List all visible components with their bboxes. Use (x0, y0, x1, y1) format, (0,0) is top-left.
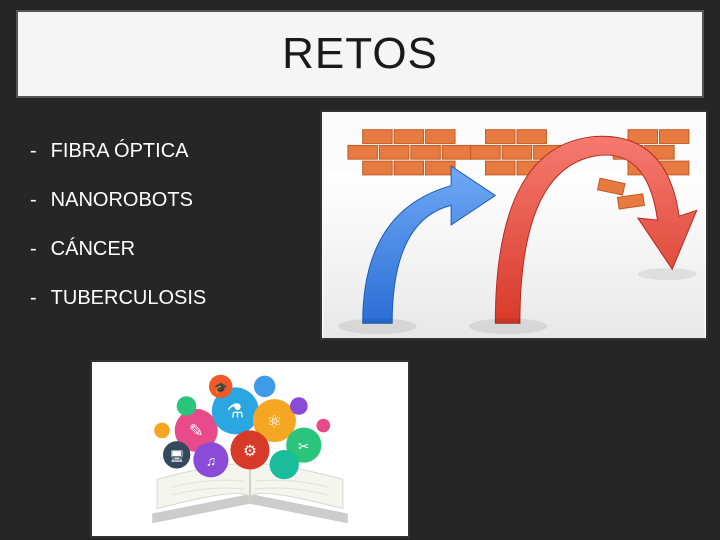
open-book-icon (152, 464, 348, 523)
list-item: - CÁNCER (30, 238, 310, 261)
list-item: - NANOROBOTS (30, 189, 310, 212)
book-svg: ✎ ⚗ ⚛ ✂ ♫ ⚙ 🖥 🎓 (92, 362, 408, 536)
svg-text:🖥: 🖥 (169, 450, 184, 463)
svg-text:🎓: 🎓 (214, 382, 227, 394)
bullet-list: - FIBRA ÓPTICA - NANOROBOTS - CÁNCER - T… (30, 140, 310, 336)
bullet-marker: - (30, 238, 37, 261)
svg-text:⚙: ⚙ (243, 443, 257, 460)
bullet-marker: - (30, 189, 37, 212)
slide-title: RETOS (282, 29, 438, 79)
svg-text:⚗: ⚗ (227, 401, 245, 423)
bullet-label: FIBRA ÓPTICA (51, 140, 189, 163)
image-arrows-wall (320, 110, 708, 340)
title-box: RETOS (16, 10, 704, 98)
bullet-label: CÁNCER (51, 238, 135, 261)
list-item: - FIBRA ÓPTICA (30, 140, 310, 163)
arrows-svg (322, 112, 706, 338)
svg-text:✂: ✂ (298, 439, 309, 454)
svg-text:✎: ✎ (189, 420, 204, 440)
bullet-marker: - (30, 287, 37, 310)
image-book-icons: ✎ ⚗ ⚛ ✂ ♫ ⚙ 🖥 🎓 (90, 360, 410, 538)
bullet-marker: - (30, 140, 37, 163)
list-item: - TUBERCULOSIS (30, 287, 310, 310)
bullet-label: TUBERCULOSIS (51, 287, 207, 310)
icon-cloud: ✎ ⚗ ⚛ ✂ ♫ ⚙ 🖥 🎓 (154, 375, 330, 480)
svg-text:⚛: ⚛ (267, 411, 283, 431)
svg-text:♫: ♫ (206, 454, 216, 469)
bullet-label: NANOROBOTS (51, 189, 193, 212)
